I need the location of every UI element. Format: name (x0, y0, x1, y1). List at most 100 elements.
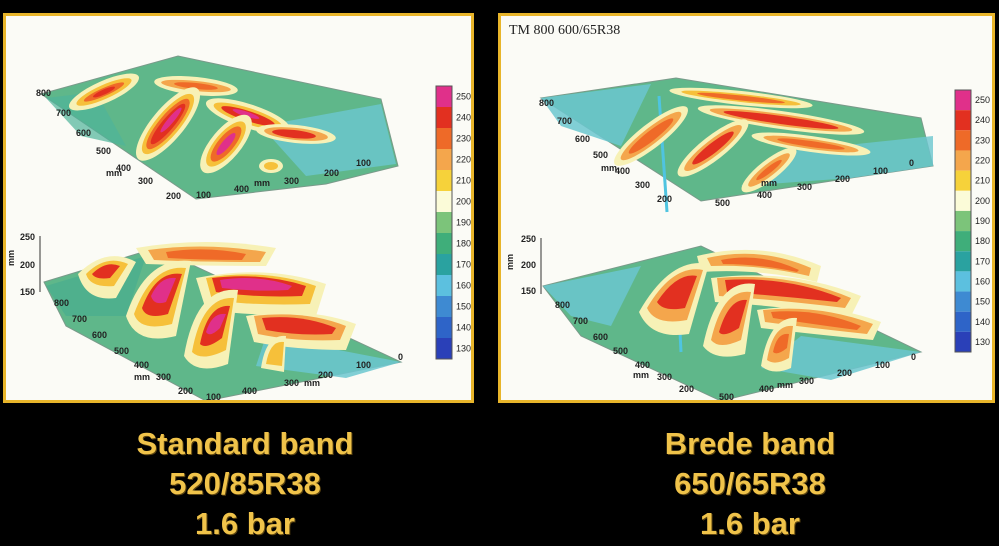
left-top-y-tick: 600 (76, 128, 91, 138)
right-top-y-tick: 800 (539, 98, 554, 108)
left-bottom-x-tick: 100 (206, 392, 221, 400)
left-bottom-x-tick: 100 (356, 360, 371, 370)
right-top-x-tick: 400 (757, 190, 772, 200)
left-top-x-tick: 100 (356, 158, 371, 168)
right-top-y-tick: 600 (575, 134, 590, 144)
right-colorbar: 250 240 230 220 210 200 190 180 170 160 150 140 130 (954, 89, 990, 353)
left-bottom-y-tick: 300 (156, 372, 171, 382)
colorbar-swatch (955, 231, 971, 252)
right-top-x-tick: 0 (909, 158, 914, 168)
left-colorbar: 250 240 230 220 210 200 190 180 170 160 150 140 130 (435, 85, 471, 360)
colorbar-tick-label: 180 (456, 239, 471, 249)
colorbar-tick-label: 250 (975, 95, 990, 105)
left-caption: Standard band 520/85R38 1.6 bar (90, 424, 400, 544)
colorbar-tick-label: 180 (975, 236, 990, 246)
left-bottom-x-tick: 0 (398, 352, 403, 362)
colorbar-swatch (436, 170, 452, 191)
colorbar-tick-label: 230 (456, 134, 471, 144)
colorbar-tick-label: 150 (456, 302, 471, 312)
left-top-y-label: mm (106, 168, 122, 178)
left-top-map: 800 700 600 500 400 300 200 100 200 300 … (36, 55, 399, 201)
right-z-tick: 150 (521, 286, 536, 296)
right-bottom-x-tick: 100 (875, 360, 890, 370)
left-bottom-x-tick: 200 (318, 370, 333, 380)
colorbar-swatch (436, 233, 452, 254)
right-top-y-tick: 400 (615, 166, 630, 176)
colorbar-swatch (436, 149, 452, 170)
right-top-x-label: mm (761, 178, 777, 188)
colorbar-tick-label: 240 (975, 115, 990, 125)
right-top-y-tick: 500 (593, 150, 608, 160)
right-bottom-y-tick: 600 (593, 332, 608, 342)
colorbar-swatch (436, 338, 452, 359)
right-bottom-y-tick: 400 (635, 360, 650, 370)
right-top-x-tick: 100 (873, 166, 888, 176)
colorbar-tick-label: 220 (456, 155, 471, 165)
right-caption-line: 1.6 bar (700, 506, 800, 541)
left-z-tick: 200 (20, 260, 35, 270)
left-z-label: mm (6, 250, 16, 266)
right-top-x-tick: 300 (797, 182, 812, 192)
colorbar-tick-label: 190 (975, 216, 990, 226)
colorbar-swatch (436, 275, 452, 296)
colorbar-swatch (955, 190, 971, 211)
colorbar-swatch (955, 150, 971, 171)
right-top-x-tick: 200 (835, 174, 850, 184)
right-plot-title: TM 800 600/65R38 (509, 23, 621, 38)
left-bottom-y-tick: 600 (92, 330, 107, 340)
right-plot-svg: 800 700 600 500 400 300 200 0 100 200 30… (505, 77, 990, 400)
colorbar-tick-label: 150 (975, 297, 990, 307)
colorbar-tick-label: 200 (975, 196, 990, 206)
colorbar-swatch (436, 317, 452, 338)
colorbar-swatch (955, 170, 971, 191)
left-top-y-tick: 800 (36, 88, 51, 98)
colorbar-tick-label: 130 (975, 337, 990, 347)
right-caption-line: Brede band (664, 426, 836, 461)
right-bottom-y-tick: 300 (657, 372, 672, 382)
left-plot-panel: 800 700 600 500 400 300 200 100 200 300 … (3, 13, 474, 403)
right-bottom-surface: 250 200 150 mm 800 700 600 500 400 300 2… (505, 234, 923, 400)
left-bottom-y-tick: 400 (134, 360, 149, 370)
colorbar-swatch (955, 90, 971, 111)
left-top-x-tick: 200 (324, 168, 339, 178)
left-top-x-label: mm (254, 178, 270, 188)
right-bottom-y-tick: 200 (679, 384, 694, 394)
right-caption: Brede band 650/65R38 1.6 bar (600, 424, 900, 544)
right-top-x-tick: 500 (715, 198, 730, 208)
right-plot-panel: TM 800 600/65R38 (498, 13, 995, 403)
colorbar-tick-label: 140 (975, 317, 990, 327)
colorbar-tick-label: 170 (456, 260, 471, 270)
colorbar-swatch (955, 130, 971, 151)
right-top-y-label: mm (601, 163, 617, 173)
colorbar-swatch (436, 128, 452, 149)
right-bottom-y-tick: 500 (613, 346, 628, 356)
left-top-y-tick: 700 (56, 108, 71, 118)
left-caption-line: Standard band (136, 426, 354, 461)
colorbar-swatch (955, 331, 971, 352)
right-z-tick: 250 (521, 234, 536, 244)
right-bottom-x-tick: 400 (759, 384, 774, 394)
colorbar-frame (954, 89, 972, 353)
left-bottom-x-tick: 400 (242, 386, 257, 396)
colorbar-swatch (436, 212, 452, 233)
left-top-x-tick: 100 (196, 190, 211, 200)
colorbar-tick-label: 210 (456, 176, 471, 186)
colorbar-frame (435, 85, 453, 360)
colorbar-swatch (955, 291, 971, 312)
right-top-map: 800 700 600 500 400 300 200 0 100 200 30… (539, 77, 934, 213)
colorbar-tick-label: 220 (975, 156, 990, 166)
left-bottom-x-label: mm (304, 378, 320, 388)
left-bottom-y-tick: 200 (178, 386, 193, 396)
right-bottom-x-tick: 200 (837, 368, 852, 378)
left-top-y-tick: 500 (96, 146, 111, 156)
colorbar-swatch (436, 86, 452, 107)
left-bottom-y-tick: 800 (54, 298, 69, 308)
left-z-tick: 250 (20, 232, 35, 242)
colorbar-swatch (955, 251, 971, 272)
left-bottom-x-tick: 300 (284, 378, 299, 388)
right-top-y-tick: 200 (657, 194, 672, 204)
colorbar-swatch (436, 296, 452, 317)
left-caption-line: 520/85R38 (169, 466, 321, 501)
left-top-y-tick: 200 (166, 191, 181, 201)
colorbar-tick-label: 160 (975, 276, 990, 286)
